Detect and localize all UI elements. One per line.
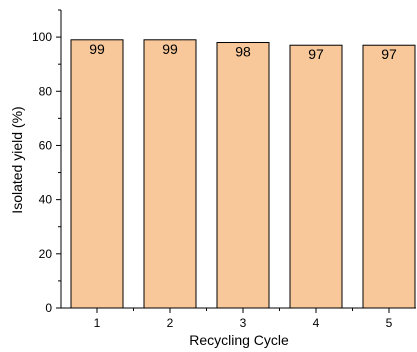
bar-2: [143, 39, 197, 309]
y-tick-label-40: 40: [39, 193, 53, 207]
x-axis-title: Recycling Cycle: [189, 332, 289, 348]
x-tick-label-2: 2: [167, 316, 174, 330]
data-label-2: 99: [162, 41, 178, 57]
data-label-3: 98: [235, 44, 251, 60]
y-tick-label-80: 80: [39, 84, 53, 98]
data-label-4: 97: [308, 46, 324, 62]
y-tick-label-100: 100: [32, 30, 52, 44]
bar-1: [70, 39, 124, 309]
bar-5: [362, 44, 416, 309]
data-label-5: 97: [381, 46, 397, 62]
x-tick-label-4: 4: [313, 316, 320, 330]
y-tick-label-0: 0: [45, 301, 52, 315]
x-tick-label-3: 3: [240, 316, 247, 330]
bar-4: [289, 44, 343, 309]
bar-3: [216, 42, 270, 309]
ticks-group: 0 20 40 60 80 100 1 2 3 4 5: [32, 9, 393, 330]
axes-group: [60, 10, 416, 309]
y-axis-title: Isolated yield (%): [9, 106, 25, 213]
x-tick-label-1: 1: [94, 316, 101, 330]
bars-group: 99 99 98 97 97: [70, 39, 416, 309]
y-tick-label-60: 60: [39, 138, 53, 152]
data-label-1: 99: [89, 41, 105, 57]
y-tick-label-20: 20: [39, 247, 53, 261]
x-tick-label-5: 5: [386, 316, 393, 330]
